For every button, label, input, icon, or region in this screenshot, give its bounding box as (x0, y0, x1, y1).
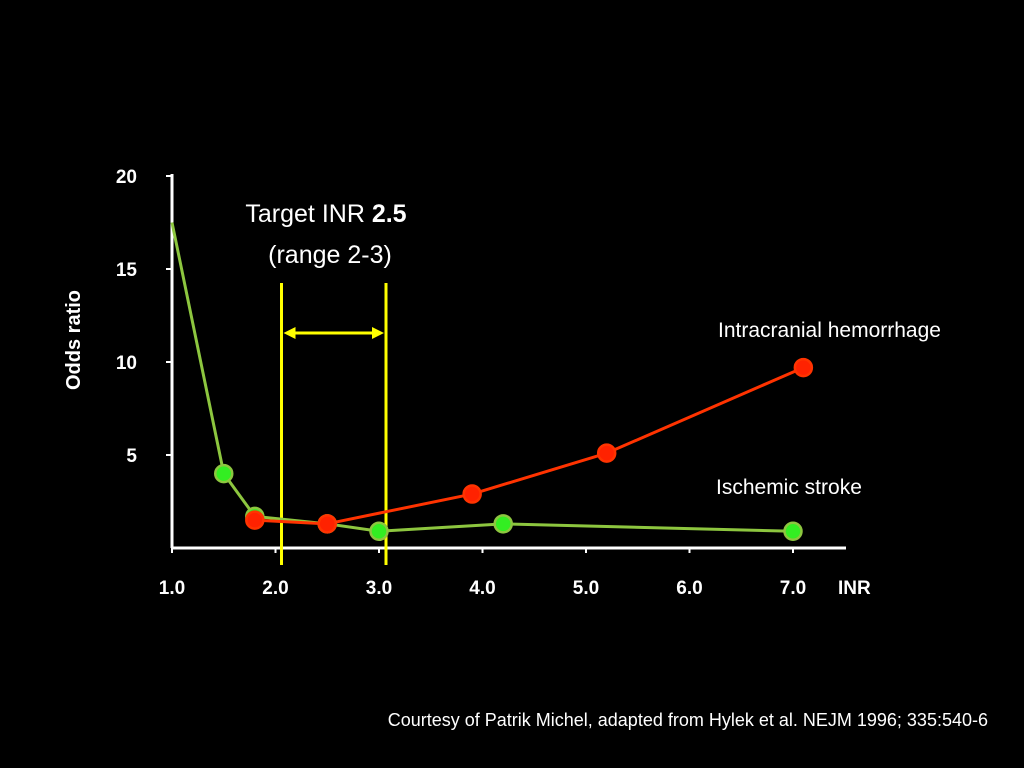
series-line-intracranial-hemorrhage (254, 366, 804, 526)
series-label-ischemic-stroke: Ischemic stroke (716, 476, 862, 499)
y-tick-label: 15 (116, 260, 138, 281)
y-axis-title: Odds ratio (63, 290, 85, 390)
data-point-ischemic-stroke (783, 521, 803, 542)
source-credit: Courtesy of Patrik Michel, adapted from … (387, 710, 988, 730)
data-point-intracranial-hemorrhage (793, 357, 814, 378)
x-tick-label: 2.0 (262, 578, 288, 599)
axes: 5 10 15 20 1.0 2.0 3.0 4.0 5.0 6.0 7.0 (116, 167, 846, 599)
series-label-hemorrhage: Intracranial hemorrhage (718, 319, 941, 342)
x-tick-label: 6.0 (676, 578, 702, 599)
y-tick-label: 10 (116, 353, 137, 374)
data-point-ischemic-stroke (493, 514, 513, 534)
target-label-line2: (range 2-3) (268, 241, 392, 269)
target-label-value: 2.5 (372, 200, 407, 228)
data-point-ischemic-stroke (214, 463, 234, 484)
y-tick-label: 20 (116, 167, 137, 188)
target-label-prefix: Target INR (245, 200, 371, 228)
x-axis-title: INR (838, 578, 871, 599)
series-layer (170, 222, 814, 542)
data-point-ischemic-stroke (369, 521, 389, 542)
target-arrow-right-head (372, 327, 384, 339)
data-point-intracranial-hemorrhage (596, 443, 617, 463)
x-tick-label: 1.0 (159, 578, 185, 599)
data-point-intracranial-hemorrhage (245, 510, 265, 530)
series-line-ischemic-stroke (170, 222, 794, 533)
y-tick-label: 5 (126, 446, 137, 467)
x-tick-label: 5.0 (573, 578, 599, 599)
target-label-line1: Target INR 2.5 (245, 200, 406, 228)
data-point-intracranial-hemorrhage (462, 484, 482, 504)
odds-ratio-chart: 5 10 15 20 1.0 2.0 3.0 4.0 5.0 6.0 7.0 Odds ratio … (63, 167, 941, 599)
target-arrow-left-head (283, 327, 296, 339)
data-point-intracranial-hemorrhage (317, 514, 337, 534)
x-tick-label: 7.0 (780, 578, 806, 599)
x-tick-label: 3.0 (366, 578, 392, 599)
labels-layer: Odds ratio INR Intracranial hemorrhage I… (63, 200, 941, 599)
x-tick-label: 4.0 (469, 578, 495, 599)
